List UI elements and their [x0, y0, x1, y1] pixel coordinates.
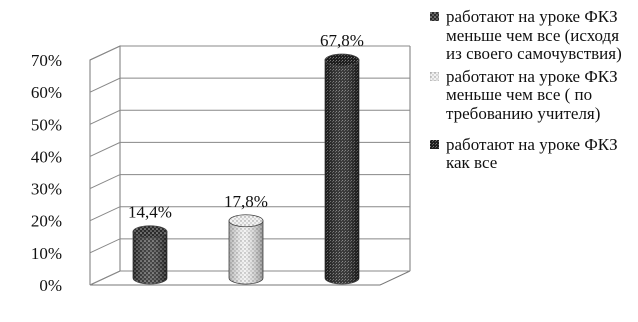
data-label-2: 17,8% [224, 192, 268, 211]
bars [132, 53, 360, 285]
bar-top [132, 225, 168, 239]
bar-top [324, 53, 360, 67]
bar-3 [324, 53, 360, 285]
gridline [89, 238, 410, 254]
y-tick-label: 10% [31, 244, 62, 263]
y-tick-label: 50% [31, 115, 62, 134]
y-tick-label: 30% [31, 180, 62, 199]
legend-swatch-2 [430, 71, 439, 81]
bar-2 [228, 214, 264, 285]
legend-swatch-1 [430, 12, 439, 21]
legend-swatch-3 [430, 139, 439, 149]
y-tick-label: 40% [31, 147, 62, 166]
bar-shading [325, 60, 359, 285]
data-labels: 14,4% 17,8% 67,8% [128, 31, 364, 222]
legend-label-2: работают на уроке ФКЗ меньше чем все ( п… [446, 66, 618, 123]
y-tick-label: 20% [31, 212, 62, 231]
gridline [89, 45, 410, 61]
bar-1 [132, 225, 168, 285]
gridline [89, 77, 410, 93]
legend-label-1: работают на уроке ФКЗ меньше чем все (ис… [446, 7, 622, 64]
legend-label-3: работают на уроке ФКЗ как все [446, 134, 618, 173]
y-tick-label: 0% [39, 276, 62, 295]
legend-item-3: работают на уроке ФКЗ как все [428, 134, 636, 173]
legend-item-2: работают на уроке ФКЗ меньше чем все ( п… [428, 66, 636, 124]
bar-shading [229, 220, 263, 284]
y-axis-ticks: 0% 10% 20% 30% 40% 50% 60% 70% [31, 51, 62, 295]
gridline [89, 206, 410, 222]
data-label-3: 67,8% [320, 31, 364, 50]
gridlines [89, 45, 410, 286]
gridline [89, 109, 410, 125]
plot-side-wall [89, 45, 121, 285]
bar-chart: 0% 10% 20% 30% 40% 50% 60% 70% 14,4% 17,8% 67,8% [31, 31, 411, 295]
data-label-1: 14,4% [128, 203, 172, 222]
gridline [89, 270, 410, 286]
bar-top [228, 214, 264, 228]
bar-shading [133, 231, 167, 284]
gridline [89, 174, 410, 190]
legend: работают на уроке ФКЗ меньше чем все (ис… [428, 7, 636, 177]
y-tick-label: 60% [31, 83, 62, 102]
y-tick-label: 70% [31, 51, 62, 70]
gridline [89, 141, 410, 157]
legend-item-1: работают на уроке ФКЗ меньше чем все (ис… [428, 7, 636, 64]
